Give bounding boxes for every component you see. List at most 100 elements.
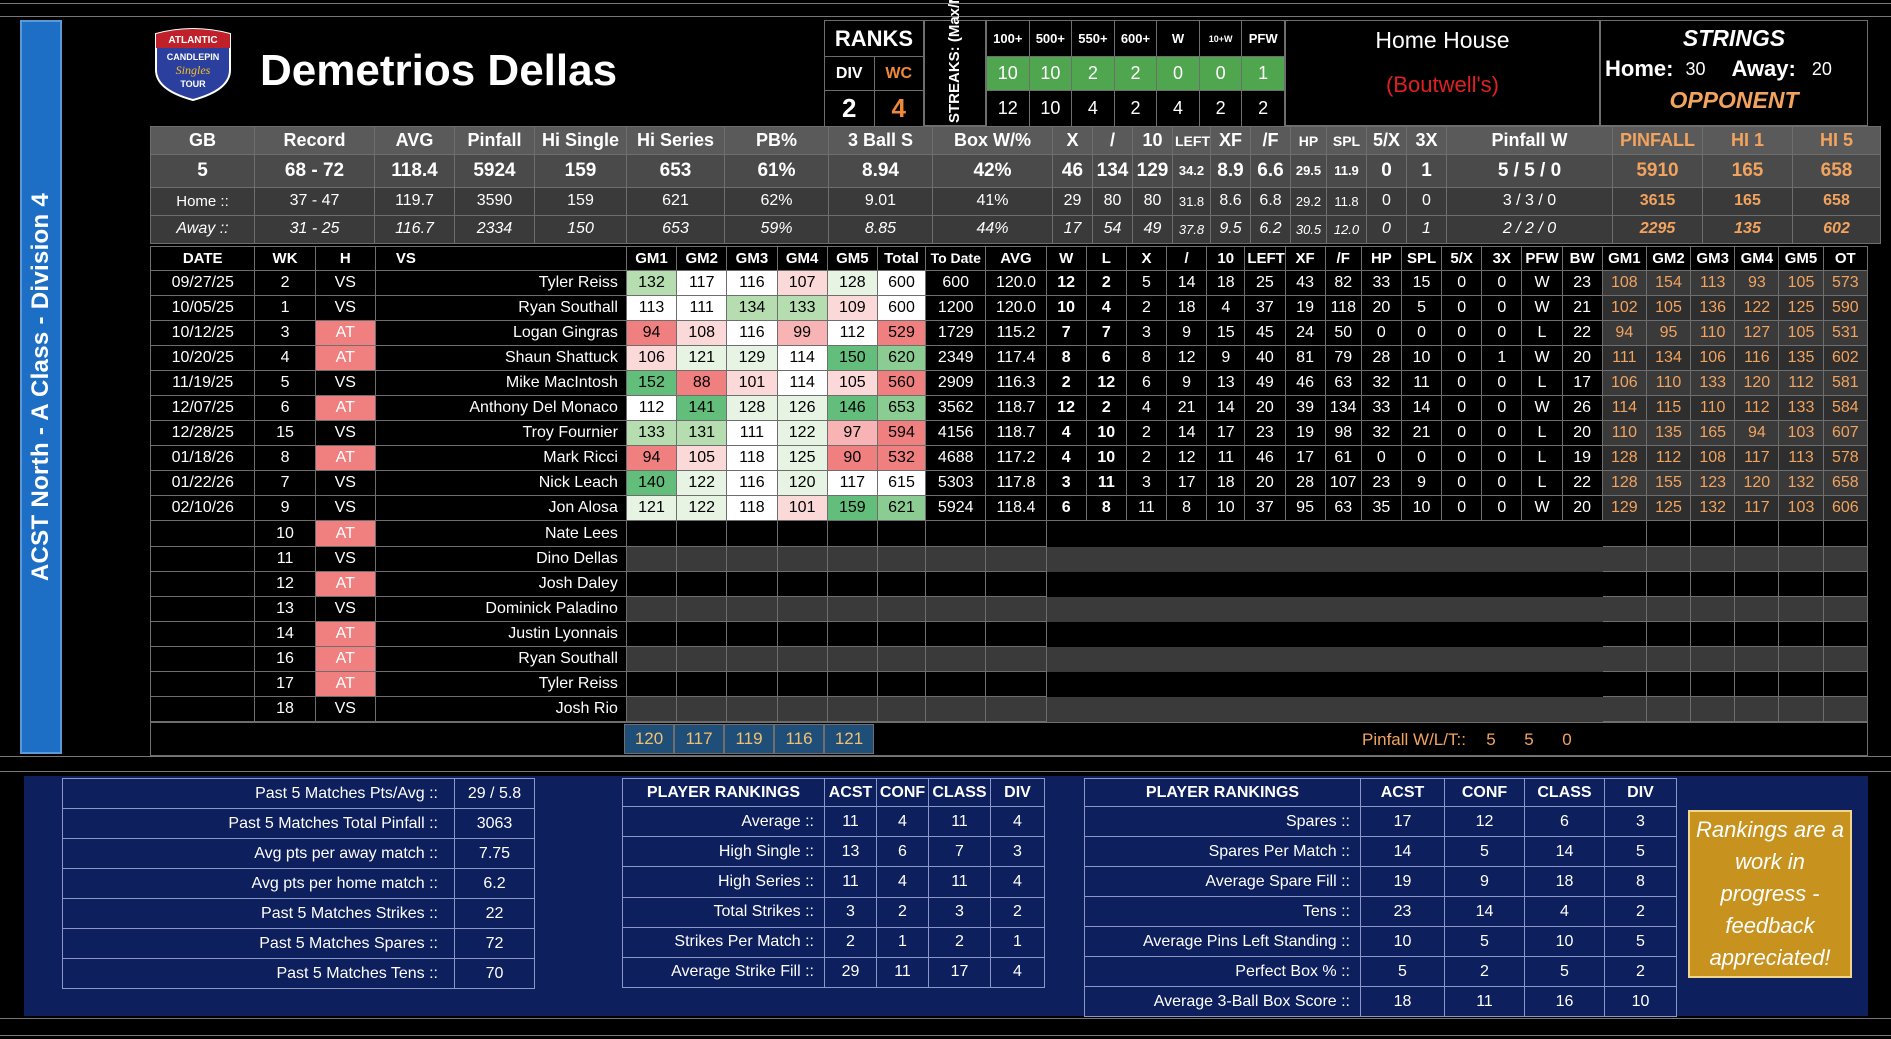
games-header: LEFT	[1244, 246, 1286, 271]
game-cell: 106	[1601, 370, 1647, 397]
game-cell: W	[1521, 269, 1563, 296]
game-cell: 114	[776, 345, 828, 372]
game-cell: 584	[1822, 395, 1869, 422]
game-cell: 63	[1324, 370, 1362, 397]
game-cell	[1244, 670, 1286, 697]
games-header: SPL	[1400, 246, 1443, 271]
past5-value: 6.2	[454, 868, 535, 899]
game-cell: 13	[1206, 370, 1246, 397]
streak-header: 600+	[1113, 20, 1158, 57]
streak-now: 12	[986, 90, 1030, 127]
div-rank: 2	[824, 90, 875, 127]
game-cell	[1400, 520, 1443, 547]
strings-title: STRINGS	[1682, 25, 1786, 51]
game-cell: 23	[1360, 470, 1402, 497]
game-cell: VS	[314, 370, 376, 397]
rankings-value: 1	[990, 926, 1045, 958]
games-header: DATE	[149, 246, 256, 271]
game-cell	[925, 595, 987, 622]
game-cell	[1734, 670, 1780, 697]
streaks-table: 100+ 500+ 550+ 600+ W 10+W PFW 10 10 2 2 0 0 1 12 10 4…	[986, 20, 1285, 127]
game-cell: 114	[1601, 395, 1647, 422]
summary-cell: 68 - 72	[254, 154, 375, 188]
game-cell	[726, 620, 778, 647]
game-cell	[1690, 570, 1736, 597]
rankings-value: 2	[824, 926, 877, 958]
pinfall-wlt-label: Pinfall W/L/T::	[1362, 730, 1466, 749]
game-cell: 120	[776, 470, 828, 497]
game-cell: Dominick Paladino	[374, 595, 627, 622]
game-cell: 18	[1206, 470, 1246, 497]
summary-cell: 119.7	[374, 186, 455, 216]
game-cell	[1521, 645, 1563, 672]
streak-header: W	[1156, 20, 1200, 57]
game-cell	[676, 545, 728, 572]
game-cell: Jon Alosa	[374, 495, 627, 522]
game-cell: Logan Gingras	[374, 319, 627, 347]
summary-cell: 44%	[932, 214, 1053, 245]
game-cell: AT	[314, 520, 376, 547]
game-cell	[1284, 520, 1326, 547]
game-cell	[876, 545, 927, 572]
game-cell: 0	[1441, 345, 1483, 372]
game-cell: 101	[776, 495, 828, 522]
game-cell: Dino Dellas	[374, 545, 627, 572]
game-cell	[1284, 595, 1326, 622]
rankings-label: Perfect Box % ::	[1084, 956, 1361, 987]
game-cell: 10	[254, 520, 316, 547]
past5-value: 70	[454, 958, 535, 989]
games-header: HP	[1360, 246, 1402, 271]
game-cell: 110	[1690, 319, 1736, 347]
game-cell	[1561, 570, 1603, 597]
game-cell	[1441, 695, 1483, 723]
streak-now: 10	[1028, 90, 1073, 127]
game-cell: 32	[1360, 420, 1402, 447]
rankings-label: Average Pins Left Standing ::	[1084, 926, 1361, 957]
game-cell: 09/27/25	[149, 269, 256, 296]
game-cell	[1734, 545, 1780, 572]
game-cell	[1690, 620, 1736, 647]
pinfall-wins: 5	[1486, 730, 1496, 749]
rankings-label: Spares Per Match ::	[1084, 836, 1361, 867]
game-cell	[1166, 570, 1208, 597]
games-header: Total	[876, 246, 927, 271]
summary-cell: 31.8	[1172, 186, 1211, 216]
game-cell	[1561, 545, 1603, 572]
game-cell	[985, 595, 1047, 622]
rankings-value: 3	[990, 836, 1045, 868]
game-cell: 16	[254, 645, 316, 672]
game-cell	[876, 645, 927, 672]
game-cell: 46	[1284, 370, 1326, 397]
game-cell	[1601, 595, 1647, 622]
past5-label: Past 5 Matches Spares ::	[62, 928, 455, 959]
game-cell: 61	[1324, 445, 1362, 472]
game-cell	[1645, 695, 1692, 723]
game-cell	[1778, 595, 1824, 622]
game-cell: 93	[1734, 269, 1780, 296]
game-cell	[1166, 520, 1208, 547]
summary-cell: 165	[1702, 154, 1793, 188]
game-cell: 0	[1441, 495, 1483, 522]
rankings-value: 3	[928, 896, 991, 928]
game-cell: 20	[1561, 495, 1603, 522]
game-cell: 94	[625, 445, 678, 472]
game-cell: 39	[1284, 395, 1326, 422]
streak-now: 2	[1241, 90, 1285, 127]
game-cell	[1125, 595, 1168, 622]
game-cell: 97	[826, 420, 878, 447]
game-cell	[1778, 520, 1824, 547]
past5-value: 29 / 5.8	[454, 778, 535, 809]
game-cell	[149, 570, 256, 597]
summary-header: GB	[150, 125, 255, 156]
rankings-value: 2	[876, 896, 929, 928]
game-cell	[1166, 595, 1208, 622]
game-cell	[1360, 520, 1402, 547]
game-cell: 7	[1085, 319, 1127, 347]
game-cell	[826, 520, 878, 547]
summary-cell: 5 / 5 / 0	[1446, 154, 1613, 188]
game-cell: Tyler Reiss	[374, 269, 627, 296]
svg-text:ATLANTIC: ATLANTIC	[168, 35, 217, 46]
summary-cell: 8.94	[828, 154, 933, 188]
rankings-table-1: PLAYER RANKINGS ACST CONF CLASS DIV Average :…	[622, 777, 1045, 989]
games-header: GM2	[676, 246, 728, 271]
